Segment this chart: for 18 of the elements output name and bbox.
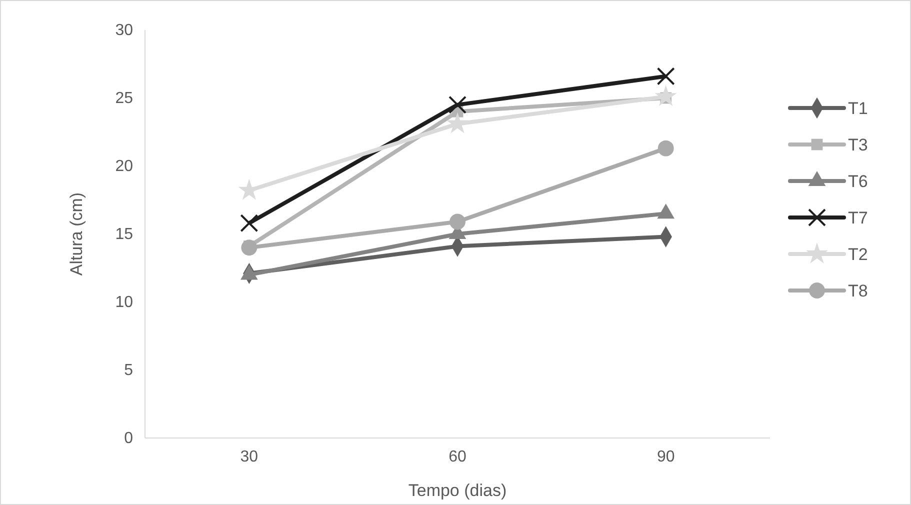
y-tick-label: 5 bbox=[124, 362, 134, 380]
legend-label: T8 bbox=[848, 282, 868, 300]
x-tick-label: 90 bbox=[656, 448, 675, 466]
x-axis-title: Tempo (dias) bbox=[408, 481, 507, 500]
legend-label: T7 bbox=[848, 208, 868, 228]
legend-label: T1 bbox=[848, 99, 868, 118]
legend-label: T6 bbox=[848, 172, 868, 191]
legend-label: T2 bbox=[848, 245, 868, 264]
x-tick-label: 30 bbox=[240, 448, 258, 466]
y-axis-title: Altura (cm) bbox=[67, 192, 86, 276]
y-tick-label: 25 bbox=[115, 90, 134, 108]
y-tick-label: 10 bbox=[115, 294, 134, 312]
y-tick-label: 30 bbox=[115, 22, 134, 40]
y-tick-label: 20 bbox=[115, 158, 134, 176]
x-tick-label: 60 bbox=[448, 448, 466, 466]
legend-label: T3 bbox=[848, 136, 868, 154]
y-tick-label: 15 bbox=[115, 226, 134, 244]
y-tick-label: 0 bbox=[124, 430, 134, 448]
